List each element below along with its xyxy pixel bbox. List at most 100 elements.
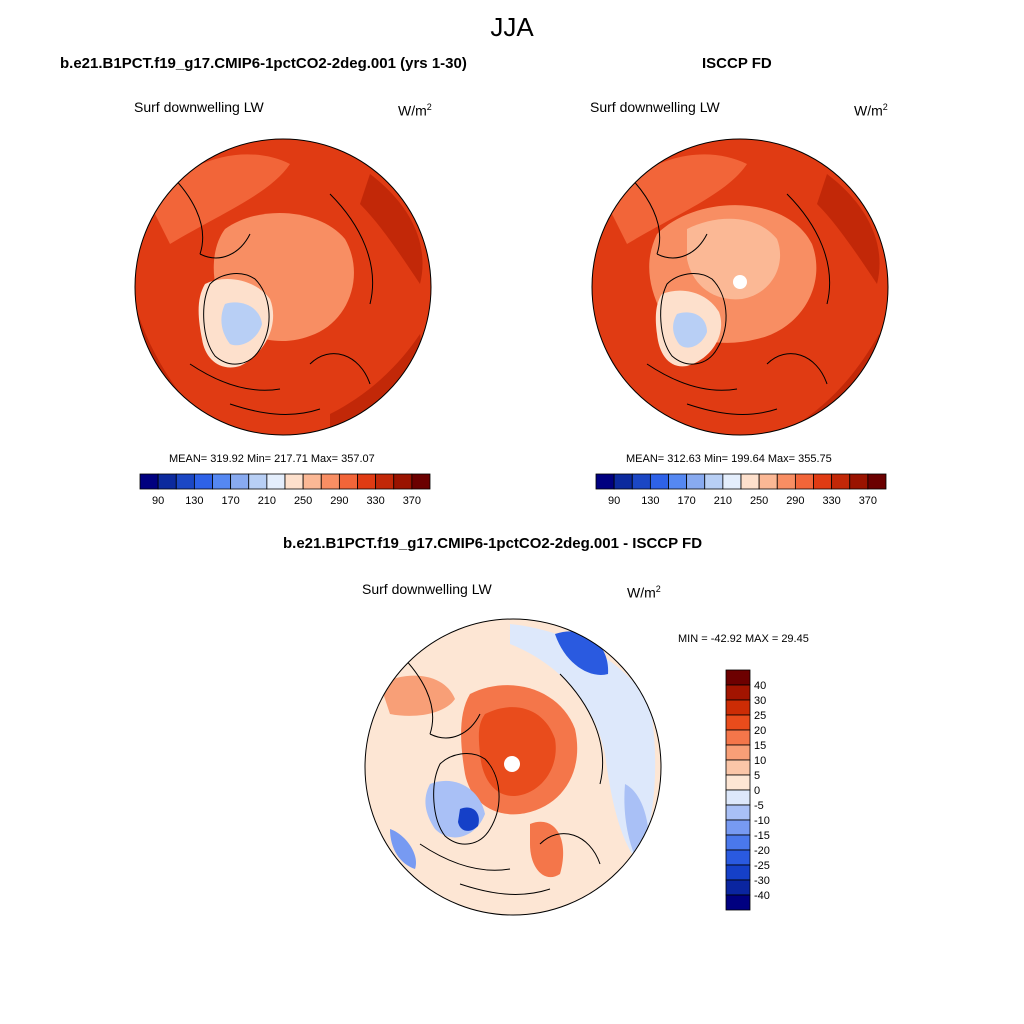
model-field-region <box>150 154 290 244</box>
diff-colorbar-box <box>725 684 751 701</box>
obs-colorbar-tick-label: 290 <box>786 495 804 507</box>
model-colorbar-tick-label: 370 <box>403 495 421 507</box>
model-colorbar-tick-label: 290 <box>330 495 348 507</box>
model-variable-label: Surf downwelling LW <box>134 99 264 115</box>
diff-map-boundary <box>364 618 662 916</box>
diff-field-region <box>380 675 455 716</box>
obs-variable-label: Surf downwelling LW <box>590 99 720 115</box>
model-colorbar-box <box>357 473 377 490</box>
diff-colorbar-boxes <box>725 669 751 911</box>
diff-colorbar-box <box>725 744 751 761</box>
diff-field-region <box>390 829 416 869</box>
model-colorbar-tick-label: 130 <box>185 495 203 507</box>
model-colorbar-tick-label: 250 <box>294 495 312 507</box>
diff-colorbar: 40 30 25 20 15 10 5 0 -5 -10 -15 -20 -25 -30 -40 <box>725 669 770 911</box>
model-field-region <box>221 302 262 346</box>
obs-colorbar-box <box>758 473 778 490</box>
diff-coastline <box>399 653 604 895</box>
diff-colorbar-tick-label: 30 <box>754 695 766 707</box>
obs-field-region <box>687 218 781 300</box>
diff-colorbar-tick-label: -5 <box>754 800 764 812</box>
model-colorbar-box <box>375 473 395 490</box>
obs-colorbar-tick-label: 90 <box>608 495 620 507</box>
model-colorbar-box <box>193 473 213 490</box>
model-colorbar-tick-label: 330 <box>366 495 384 507</box>
diff-colorbar-tick-label: -15 <box>754 830 770 842</box>
model-colorbar-tick-label: 90 <box>152 495 164 507</box>
model-colorbar-box <box>139 473 159 490</box>
diff-colorbar-tick-label: -25 <box>754 860 770 872</box>
obs-colorbar-box <box>613 473 633 490</box>
diff-field-region <box>458 807 479 831</box>
obs-colorbar-box <box>704 473 724 490</box>
diff-missing-pole <box>504 756 520 772</box>
obs-colorbar-box <box>867 473 887 490</box>
obs-stats: MEAN= 312.63 Min= 199.64 Max= 355.75 <box>626 453 832 465</box>
obs-colorbar-box <box>595 473 615 490</box>
model-colorbar-box <box>212 473 232 490</box>
model-unit-label: W/m2 <box>398 102 432 119</box>
obs-colorbar-tick-label: 170 <box>677 495 695 507</box>
diff-colorbar-tick-label: -10 <box>754 815 770 827</box>
diff-field-region <box>510 624 656 864</box>
diff-colorbar-box <box>725 774 751 791</box>
model-colorbar-tick-label: 210 <box>258 495 276 507</box>
model-panel-title: b.e21.B1PCT.f19_g17.CMIP6-1pctCO2-2deg.0… <box>60 55 467 72</box>
obs-colorbar-box <box>631 473 651 490</box>
diff-colorbar-box <box>725 819 751 836</box>
model-map-boundary <box>134 138 432 436</box>
diff-colorbar-box <box>725 714 751 731</box>
obs-unit-label: W/m2 <box>854 102 888 119</box>
model-colorbar: 90 130 170 210 250 290 330 370 <box>139 473 431 507</box>
diff-colorbar-box <box>725 699 751 716</box>
obs-map-boundary <box>591 138 889 436</box>
diff-colorbar-box <box>725 849 751 866</box>
obs-colorbar-tick-label: 330 <box>822 495 840 507</box>
model-colorbar-labels: 90 130 170 210 250 290 330 370 <box>152 495 421 507</box>
obs-panel-title: ISCCP FD <box>702 55 772 72</box>
diff-field-region <box>478 707 556 797</box>
obs-colorbar-tick-label: 210 <box>714 495 732 507</box>
diff-colorbar-tick-label: 40 <box>754 680 766 692</box>
model-colorbar-box <box>248 473 268 490</box>
model-greenland-coast <box>203 273 270 365</box>
diff-colorbar-tick-label: 10 <box>754 755 766 767</box>
obs-colorbar-box <box>776 473 796 490</box>
obs-colorbar: 90 130 170 210 250 290 330 370 <box>595 473 887 507</box>
obs-colorbar-tick-label: 370 <box>859 495 877 507</box>
model-colorbar-box <box>338 473 358 490</box>
obs-greenland-coast <box>660 273 727 365</box>
diff-colorbar-tick-label: -30 <box>754 875 770 887</box>
model-colorbar-box <box>411 473 431 490</box>
model-polar-map <box>134 138 432 436</box>
obs-field-region <box>607 154 747 244</box>
diff-colorbar-tick-label: -40 <box>754 890 770 902</box>
diff-colorbar-tick-label: 5 <box>754 770 760 782</box>
obs-colorbar-box <box>649 473 669 490</box>
diff-colorbar-box <box>725 864 751 881</box>
figure-title: JJA <box>490 12 534 42</box>
diff-polar-map <box>364 618 662 916</box>
diff-colorbar-tick-label: 20 <box>754 725 766 737</box>
obs-field-region <box>673 312 707 348</box>
obs-colorbar-box <box>813 473 833 490</box>
obs-coastline <box>626 173 831 415</box>
diff-greenland-coast <box>433 753 500 845</box>
model-colorbar-box <box>157 473 177 490</box>
obs-colorbar-box <box>740 473 760 490</box>
model-colorbar-box <box>320 473 340 490</box>
obs-colorbar-box <box>849 473 869 490</box>
obs-field-region <box>817 174 880 284</box>
diff-unit-label: W/m2 <box>627 584 661 601</box>
diff-colorbar-box <box>725 834 751 851</box>
model-coastline <box>169 173 374 415</box>
model-colorbar-boxes <box>139 473 431 490</box>
diff-colorbar-box <box>725 879 751 896</box>
diff-colorbar-box <box>725 759 751 776</box>
obs-colorbar-box <box>722 473 742 490</box>
diff-stats: MIN = -42.92 MAX = 29.45 <box>678 633 809 645</box>
diff-colorbar-box <box>725 729 751 746</box>
diff-variable-label: Surf downwelling LW <box>362 581 492 597</box>
diff-colorbar-box <box>725 894 751 911</box>
obs-colorbar-tick-label: 250 <box>750 495 768 507</box>
